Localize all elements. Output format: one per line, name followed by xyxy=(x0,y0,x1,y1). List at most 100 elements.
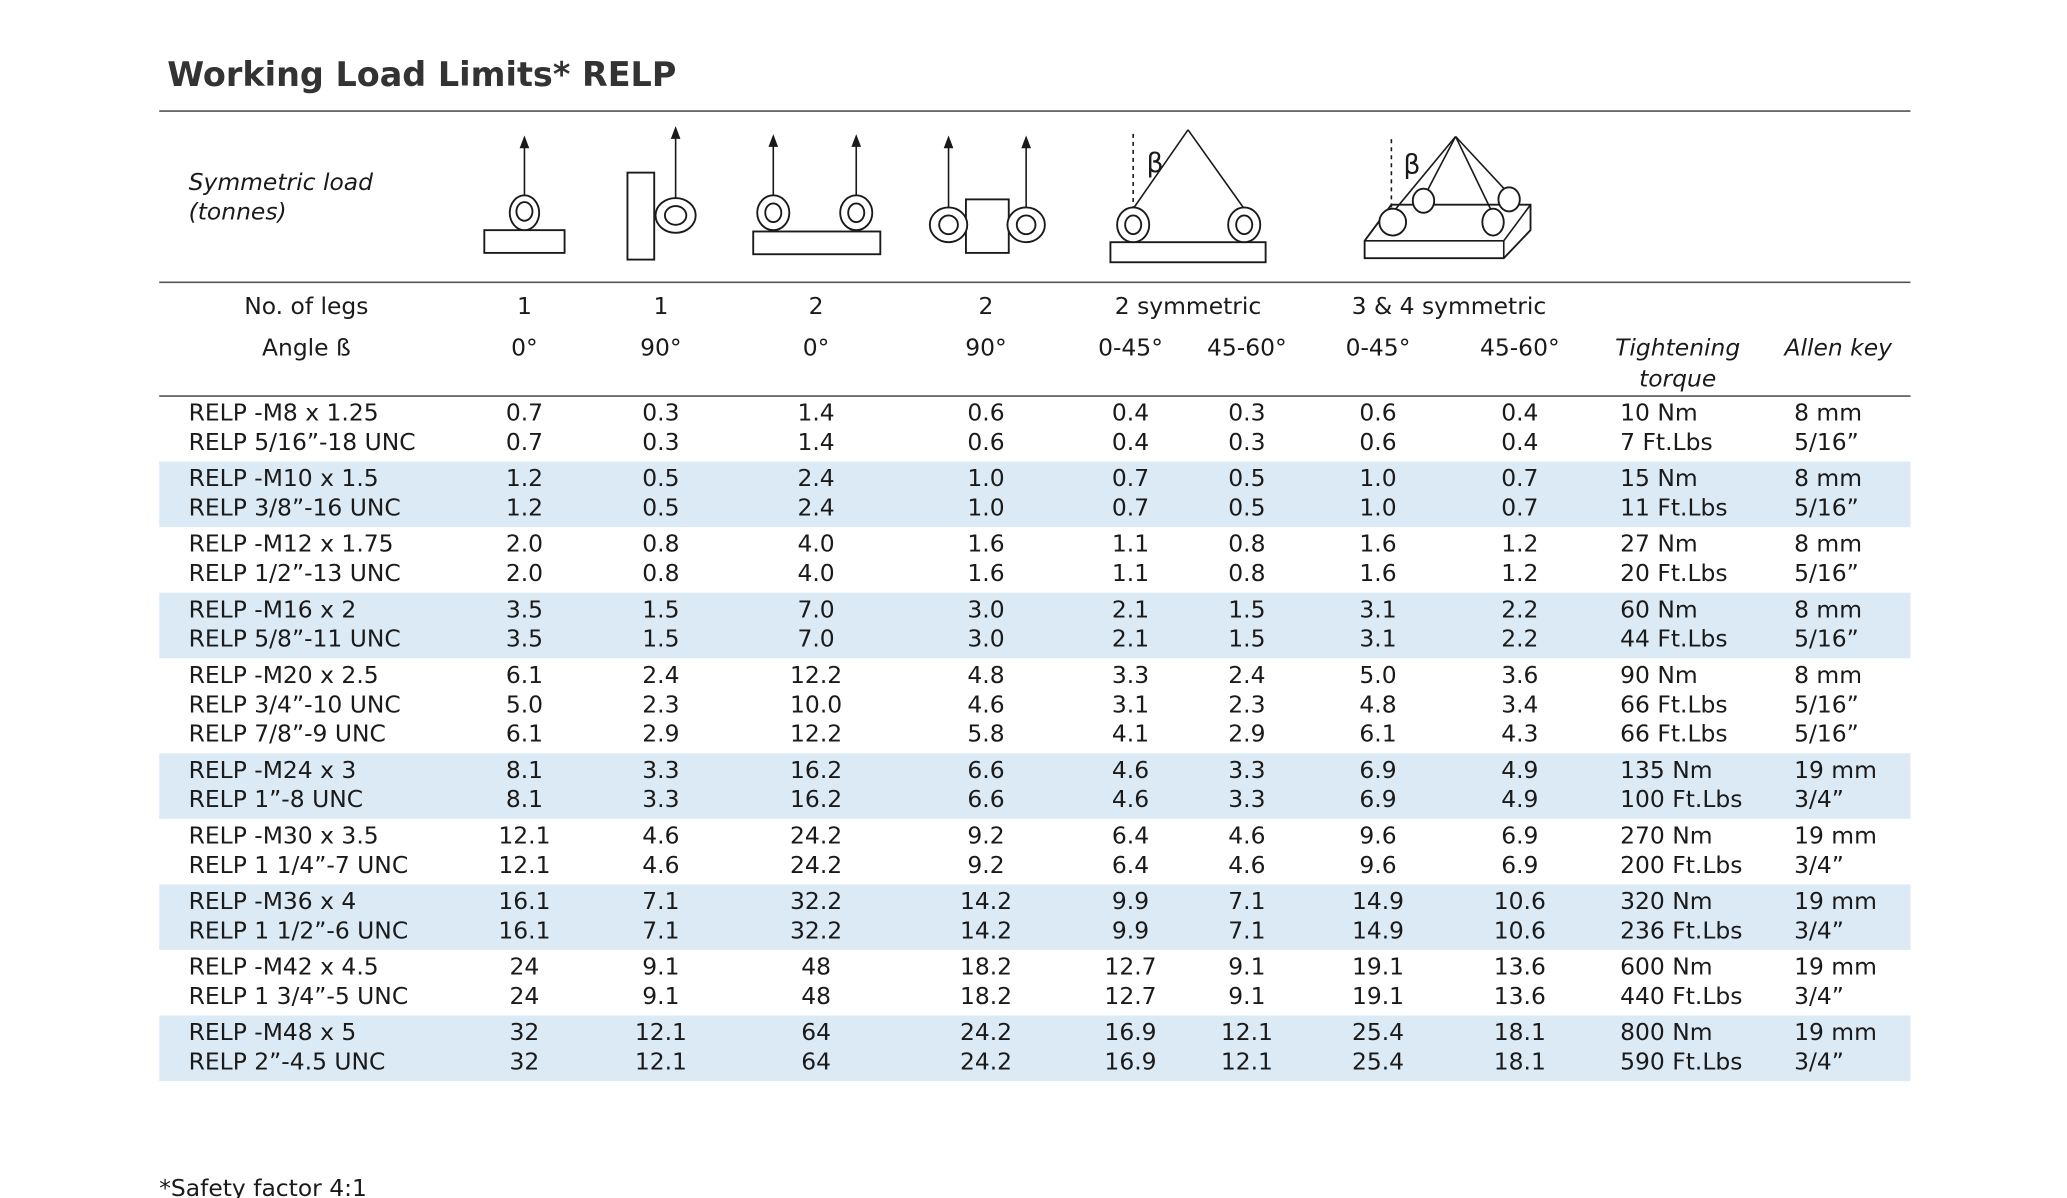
cell: 32.2 xyxy=(790,887,842,915)
cell: 9.1 xyxy=(1228,952,1265,980)
product-name: RELP -M8 x 1.25 xyxy=(189,399,379,427)
cell: 2.3 xyxy=(642,690,679,718)
cell: 2.9 xyxy=(642,720,679,748)
cell: 18.2 xyxy=(960,982,1012,1010)
cell: 24.2 xyxy=(960,1018,1012,1046)
legs-header: No. of legs xyxy=(244,292,368,320)
cell: 9.9 xyxy=(1112,887,1149,915)
cell: 9.1 xyxy=(642,982,679,1010)
cell: 2.1 xyxy=(1112,625,1149,653)
angle-header: 0° xyxy=(511,334,538,362)
cell: 1.0 xyxy=(967,494,1004,522)
cell: 3.6 xyxy=(1501,661,1538,689)
cell: 4.6 xyxy=(642,851,679,879)
cell: 2.9 xyxy=(1228,720,1265,748)
cell: 6.4 xyxy=(1112,821,1149,849)
cell: 5/16” xyxy=(1794,690,1859,718)
cell: 0.3 xyxy=(642,428,679,456)
cell: 24 xyxy=(510,982,540,1010)
cell: 8 mm xyxy=(1794,661,1862,689)
cell: 13.6 xyxy=(1494,952,1546,980)
cell: 5/16” xyxy=(1794,559,1859,587)
cell: 320 Nm xyxy=(1620,887,1712,915)
product-name: RELP -M10 x 1.5 xyxy=(189,464,379,492)
product-name: RELP -M36 x 4 xyxy=(189,887,357,915)
cell: 32.2 xyxy=(790,916,842,944)
cell: 2.0 xyxy=(506,530,543,558)
cell: 32 xyxy=(510,1047,540,1075)
product-name: RELP 3/4”-10 UNC xyxy=(189,690,401,718)
cell: 3.0 xyxy=(967,595,1004,623)
cell: 0.6 xyxy=(1359,399,1396,427)
cell: 4.6 xyxy=(1112,785,1149,813)
cell: 12.1 xyxy=(635,1047,687,1075)
cell: 19 mm xyxy=(1794,952,1877,980)
cell: 270 Nm xyxy=(1620,821,1712,849)
cell: 1.2 xyxy=(1501,559,1538,587)
cell: 1.1 xyxy=(1112,530,1149,558)
row-band xyxy=(159,884,1911,950)
cell: 15 Nm xyxy=(1620,464,1698,492)
cell: 7.1 xyxy=(1228,887,1265,915)
cell: 16.9 xyxy=(1104,1018,1156,1046)
angle-header: 0-45° xyxy=(1098,334,1163,362)
legs-header: 2 xyxy=(979,292,994,320)
cell: 4.9 xyxy=(1501,785,1538,813)
cell: 1.6 xyxy=(967,530,1004,558)
cell: 12.7 xyxy=(1104,952,1156,980)
cell: 4.9 xyxy=(1501,756,1538,784)
cell: 6.1 xyxy=(506,661,543,689)
cell: 0.3 xyxy=(1228,399,1265,427)
icons xyxy=(483,126,1532,264)
title: Working Load Limits* RELP xyxy=(167,55,676,94)
product-name: RELP -M48 x 5 xyxy=(189,1018,357,1046)
cell: 5/16” xyxy=(1794,428,1859,456)
cell: 14.9 xyxy=(1352,887,1404,915)
angle-header: 90° xyxy=(640,334,682,362)
cell: 800 Nm xyxy=(1620,1018,1712,1046)
cell: 25.4 xyxy=(1352,1047,1404,1075)
cell: 3/4” xyxy=(1794,1047,1844,1075)
cell: 18.2 xyxy=(960,952,1012,980)
cell: 16.2 xyxy=(790,785,842,813)
cell: 200 Ft.Lbs xyxy=(1620,851,1742,879)
cell: 4.8 xyxy=(967,661,1004,689)
product-name: RELP 1/2”-13 UNC xyxy=(189,559,401,587)
cell: 0.7 xyxy=(1501,464,1538,492)
cell: 14.9 xyxy=(1352,916,1404,944)
cell: 19 mm xyxy=(1794,887,1877,915)
cell: 2.4 xyxy=(797,464,834,492)
cell: 2.4 xyxy=(797,494,834,522)
cell: 64 xyxy=(801,1047,831,1075)
beta-label: β xyxy=(1147,148,1164,179)
cell: 12.2 xyxy=(790,661,842,689)
cell: 236 Ft.Lbs xyxy=(1620,916,1742,944)
cell: 0.8 xyxy=(1228,530,1265,558)
angle-header: 45-60° xyxy=(1480,334,1560,362)
angle-header: 0-45° xyxy=(1346,334,1411,362)
cell: 6.1 xyxy=(506,720,543,748)
cell: 8.1 xyxy=(506,756,543,784)
cell: 5.0 xyxy=(506,690,543,718)
row-band xyxy=(159,592,1911,659)
cell: 12.1 xyxy=(1221,1047,1273,1075)
cell: 0.7 xyxy=(1501,494,1538,522)
cell: 32 xyxy=(510,1018,540,1046)
beta-label: β xyxy=(1403,149,1420,180)
cell: 100 Ft.Lbs xyxy=(1620,785,1742,813)
cell: 1.4 xyxy=(797,428,834,456)
cell: 13.6 xyxy=(1494,982,1546,1010)
cell: 0.8 xyxy=(642,559,679,587)
cell: 4.8 xyxy=(1359,690,1396,718)
cell: 1.6 xyxy=(967,559,1004,587)
angle-header: Angle ß xyxy=(262,334,351,362)
cell: 8 mm xyxy=(1794,464,1862,492)
cell: 2.1 xyxy=(1112,595,1149,623)
cell: 10.6 xyxy=(1494,887,1546,915)
product-name: RELP 7/8”-9 UNC xyxy=(189,720,386,748)
product-name: RELP -M16 x 2 xyxy=(189,595,357,623)
cell: 0.3 xyxy=(642,399,679,427)
cell: 5/16” xyxy=(1794,494,1859,522)
torque-header: torque xyxy=(1639,364,1716,392)
cell: 9.2 xyxy=(967,821,1004,849)
